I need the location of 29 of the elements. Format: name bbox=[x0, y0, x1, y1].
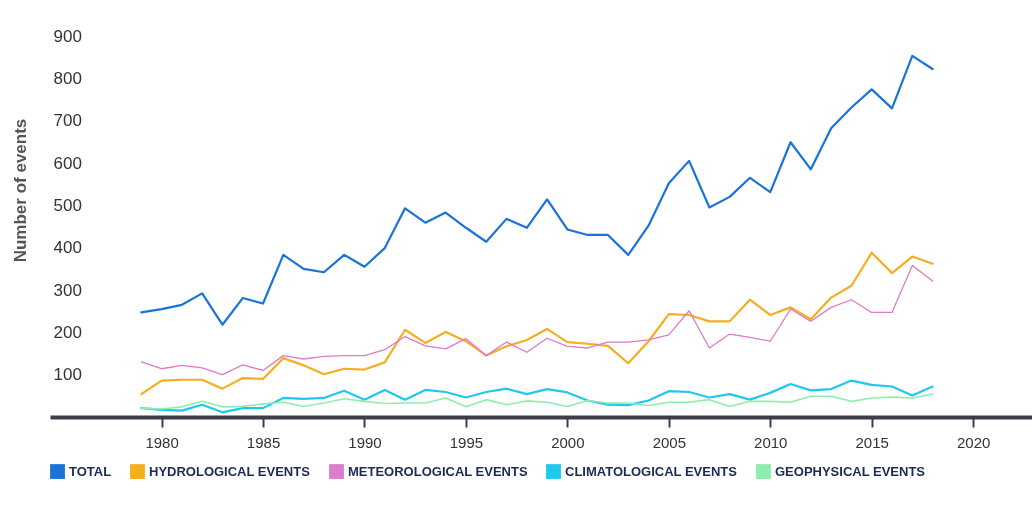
y-axis-title: Number of events bbox=[10, 118, 30, 263]
line-series bbox=[140, 379, 934, 414]
y-tick-label: 500 bbox=[53, 195, 82, 215]
line-series bbox=[140, 251, 934, 396]
legend-label: METEOROLOGICAL EVENTS bbox=[348, 463, 528, 479]
legend-label: TOTAL bbox=[69, 463, 112, 479]
legend-label: HYDROLOGICAL EVENTS bbox=[149, 463, 311, 479]
x-tick-label: 1980 bbox=[145, 433, 179, 451]
y-tick-label: 700 bbox=[53, 111, 82, 131]
y-tick-label: 400 bbox=[53, 238, 82, 258]
y-tick-label: 200 bbox=[53, 322, 82, 342]
line-series bbox=[140, 393, 934, 410]
x-tick-label: 1995 bbox=[449, 433, 484, 451]
y-tick-label: 900 bbox=[53, 26, 82, 46]
line-series bbox=[140, 54, 934, 326]
x-tick-label: 1985 bbox=[246, 433, 281, 451]
legend-label: GEOPHYSICAL EVENTS bbox=[775, 463, 926, 479]
x-tick-label: 2005 bbox=[652, 433, 687, 451]
y-tick-label: 100 bbox=[53, 365, 82, 385]
legend-label: CLIMATOLOGICAL EVENTS bbox=[565, 463, 738, 479]
y-tick-label: 800 bbox=[53, 68, 82, 88]
x-tick-label: 2010 bbox=[754, 433, 788, 451]
x-tick-label: 1990 bbox=[348, 433, 382, 451]
x-tick-label: 2020 bbox=[956, 433, 991, 451]
x-tick-label: 2015 bbox=[855, 433, 889, 451]
y-tick-label: 300 bbox=[53, 280, 82, 300]
line-series bbox=[140, 264, 934, 376]
x-tick-label: 2000 bbox=[551, 433, 585, 451]
y-tick-label: 600 bbox=[53, 153, 82, 173]
